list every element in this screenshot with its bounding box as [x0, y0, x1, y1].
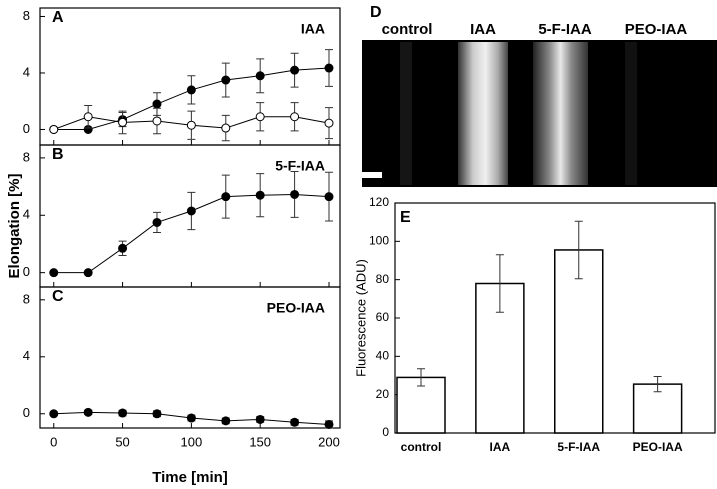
- data-point: [290, 189, 300, 199]
- panel-letter: B: [52, 146, 64, 163]
- y-tick-label: 20: [376, 387, 390, 401]
- x-axis-label: Time [min]: [152, 469, 228, 486]
- y-tick-label: 4: [23, 64, 30, 79]
- panel-title: PEO-IAA: [267, 300, 325, 316]
- y-tick-label: 4: [23, 207, 30, 222]
- data-point: [221, 75, 231, 85]
- x-tick-label: 200: [318, 434, 340, 449]
- x-tick-label: 100: [181, 434, 203, 449]
- data-point: [83, 268, 93, 278]
- y-tick-label: 40: [376, 349, 390, 363]
- y-tick-label: 0: [23, 264, 30, 279]
- data-point: [324, 192, 334, 202]
- image-label: IAA: [470, 21, 496, 38]
- x-tick-label: 50: [115, 434, 129, 449]
- x-tick-label: 150: [249, 434, 271, 449]
- data-point: [49, 409, 59, 419]
- data-point: [83, 407, 93, 417]
- y-tick-label: 0: [23, 405, 30, 420]
- error-bar: [574, 220, 583, 280]
- data-point: [152, 409, 162, 419]
- data-point: [221, 123, 231, 133]
- data-point: [324, 118, 334, 128]
- y-tick-label: 80: [376, 272, 390, 286]
- plot-frame: [39, 286, 341, 429]
- error-bar: [417, 368, 425, 387]
- data-point: [186, 85, 196, 95]
- y-tick-label: 60: [376, 310, 390, 324]
- data-point: [324, 63, 334, 73]
- data-point: [118, 408, 128, 418]
- y-axis-label: Elongation [%]: [6, 174, 23, 279]
- x-tick-label: 5-F-IAA: [557, 440, 600, 454]
- image-label: 5-F-IAA: [538, 21, 591, 38]
- panel-letter: D: [370, 4, 382, 21]
- root-5f-iaa: [533, 42, 588, 185]
- data-point: [255, 112, 265, 122]
- data-point: [83, 112, 93, 122]
- data-point: [152, 99, 162, 109]
- image-label: PEO-IAA: [625, 21, 688, 38]
- y-tick-label: 8: [23, 8, 30, 23]
- image-panel: D control IAA 5-F-IAA PEO-IAA: [360, 4, 717, 187]
- panel-title: 5-F-IAA: [275, 158, 325, 174]
- y-tick-label: 8: [23, 291, 30, 306]
- error-bar: [653, 375, 662, 393]
- x-tick-label: PEO-IAA: [633, 440, 683, 454]
- data-point: [255, 71, 265, 81]
- scale-bar: [360, 172, 382, 178]
- x-tick-label: 0: [50, 434, 57, 449]
- y-tick-label: 4: [23, 348, 30, 363]
- panel-letter: E: [400, 209, 411, 226]
- panel-title: IAA: [301, 21, 325, 37]
- data-point: [221, 192, 231, 202]
- data-point: [221, 416, 231, 426]
- panel-letter: C: [52, 288, 64, 305]
- y-tick-label: 8: [23, 149, 30, 164]
- data-point: [186, 120, 196, 130]
- data-point: [152, 217, 162, 227]
- y-tick-label: 100: [369, 234, 389, 248]
- y-axis-label: Fluorescence (ADU): [353, 259, 368, 377]
- data-point: [49, 124, 59, 134]
- data-point: [118, 117, 128, 127]
- y-tick-label: 0: [382, 425, 389, 439]
- data-point: [290, 112, 300, 122]
- x-tick-label: control: [401, 440, 442, 454]
- root-control: [400, 42, 412, 185]
- data-point: [290, 417, 300, 427]
- data-point: [186, 413, 196, 423]
- data-point: [324, 419, 334, 429]
- y-tick-label: 120: [369, 195, 389, 209]
- data-point: [290, 65, 300, 75]
- panel-letter: A: [52, 9, 64, 26]
- x-tick-label: IAA: [490, 440, 511, 454]
- y-tick-label: 0: [23, 121, 30, 136]
- image-label: control: [382, 21, 433, 38]
- data-point: [152, 116, 162, 126]
- data-point: [255, 190, 265, 200]
- error-bar: [495, 254, 504, 313]
- data-point: [255, 414, 265, 424]
- root-peo-iaa: [625, 42, 637, 185]
- data-point: [49, 268, 59, 278]
- root-iaa: [458, 42, 508, 185]
- data-point: [118, 243, 128, 253]
- data-point: [186, 206, 196, 216]
